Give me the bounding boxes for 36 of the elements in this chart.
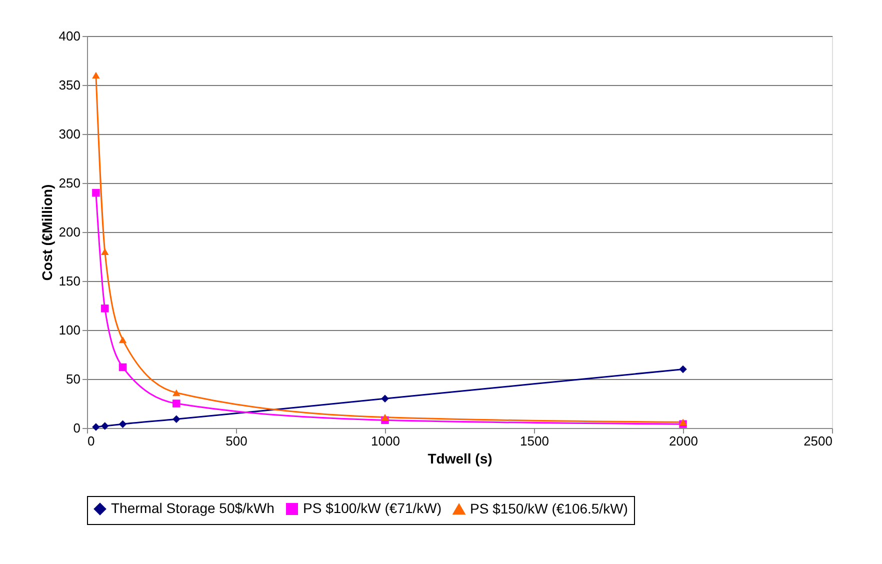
point — [679, 418, 687, 426]
point — [101, 304, 109, 312]
point — [118, 336, 127, 344]
point — [172, 389, 180, 396]
y-tick-label: 0 — [73, 420, 80, 436]
y-axis-title: Cost (€Million) — [38, 184, 55, 281]
point — [172, 400, 180, 408]
x-tick-label: 0 — [88, 434, 95, 448]
legend-label: PS $100/kW (€71/kW) — [303, 500, 442, 516]
x-tick-label: 1000 — [371, 434, 400, 448]
y-tick-label: 350 — [58, 78, 80, 92]
point — [172, 415, 180, 424]
x-axis-title: Tdwell (s) — [428, 450, 492, 466]
x-tick-label: 2000 — [669, 434, 698, 448]
point — [92, 188, 100, 197]
x-tick-label: 2500 — [804, 434, 832, 448]
point — [679, 365, 687, 374]
y-tick-label: 400 — [58, 28, 80, 44]
legend-label: Thermal Storage 50$/kWh — [111, 500, 274, 516]
y-tick-label: 200 — [58, 224, 80, 240]
point — [92, 72, 100, 79]
y-tick-label: 100 — [58, 322, 80, 338]
x-tick-label: 500 — [226, 434, 248, 448]
point — [118, 420, 127, 428]
y-tick-label: 250 — [58, 176, 80, 190]
x-tick-label: 1500 — [520, 434, 549, 448]
legend-label: PS $150/kW (€106.5/kW) — [470, 500, 628, 516]
y-tick-label: 50 — [66, 372, 80, 386]
point — [381, 414, 389, 421]
y-tick-label: 300 — [58, 126, 80, 142]
y-tick-label: 150 — [58, 274, 80, 288]
point — [118, 363, 127, 372]
point — [92, 423, 100, 431]
point — [381, 394, 389, 402]
point — [101, 248, 109, 255]
point — [101, 422, 109, 430]
